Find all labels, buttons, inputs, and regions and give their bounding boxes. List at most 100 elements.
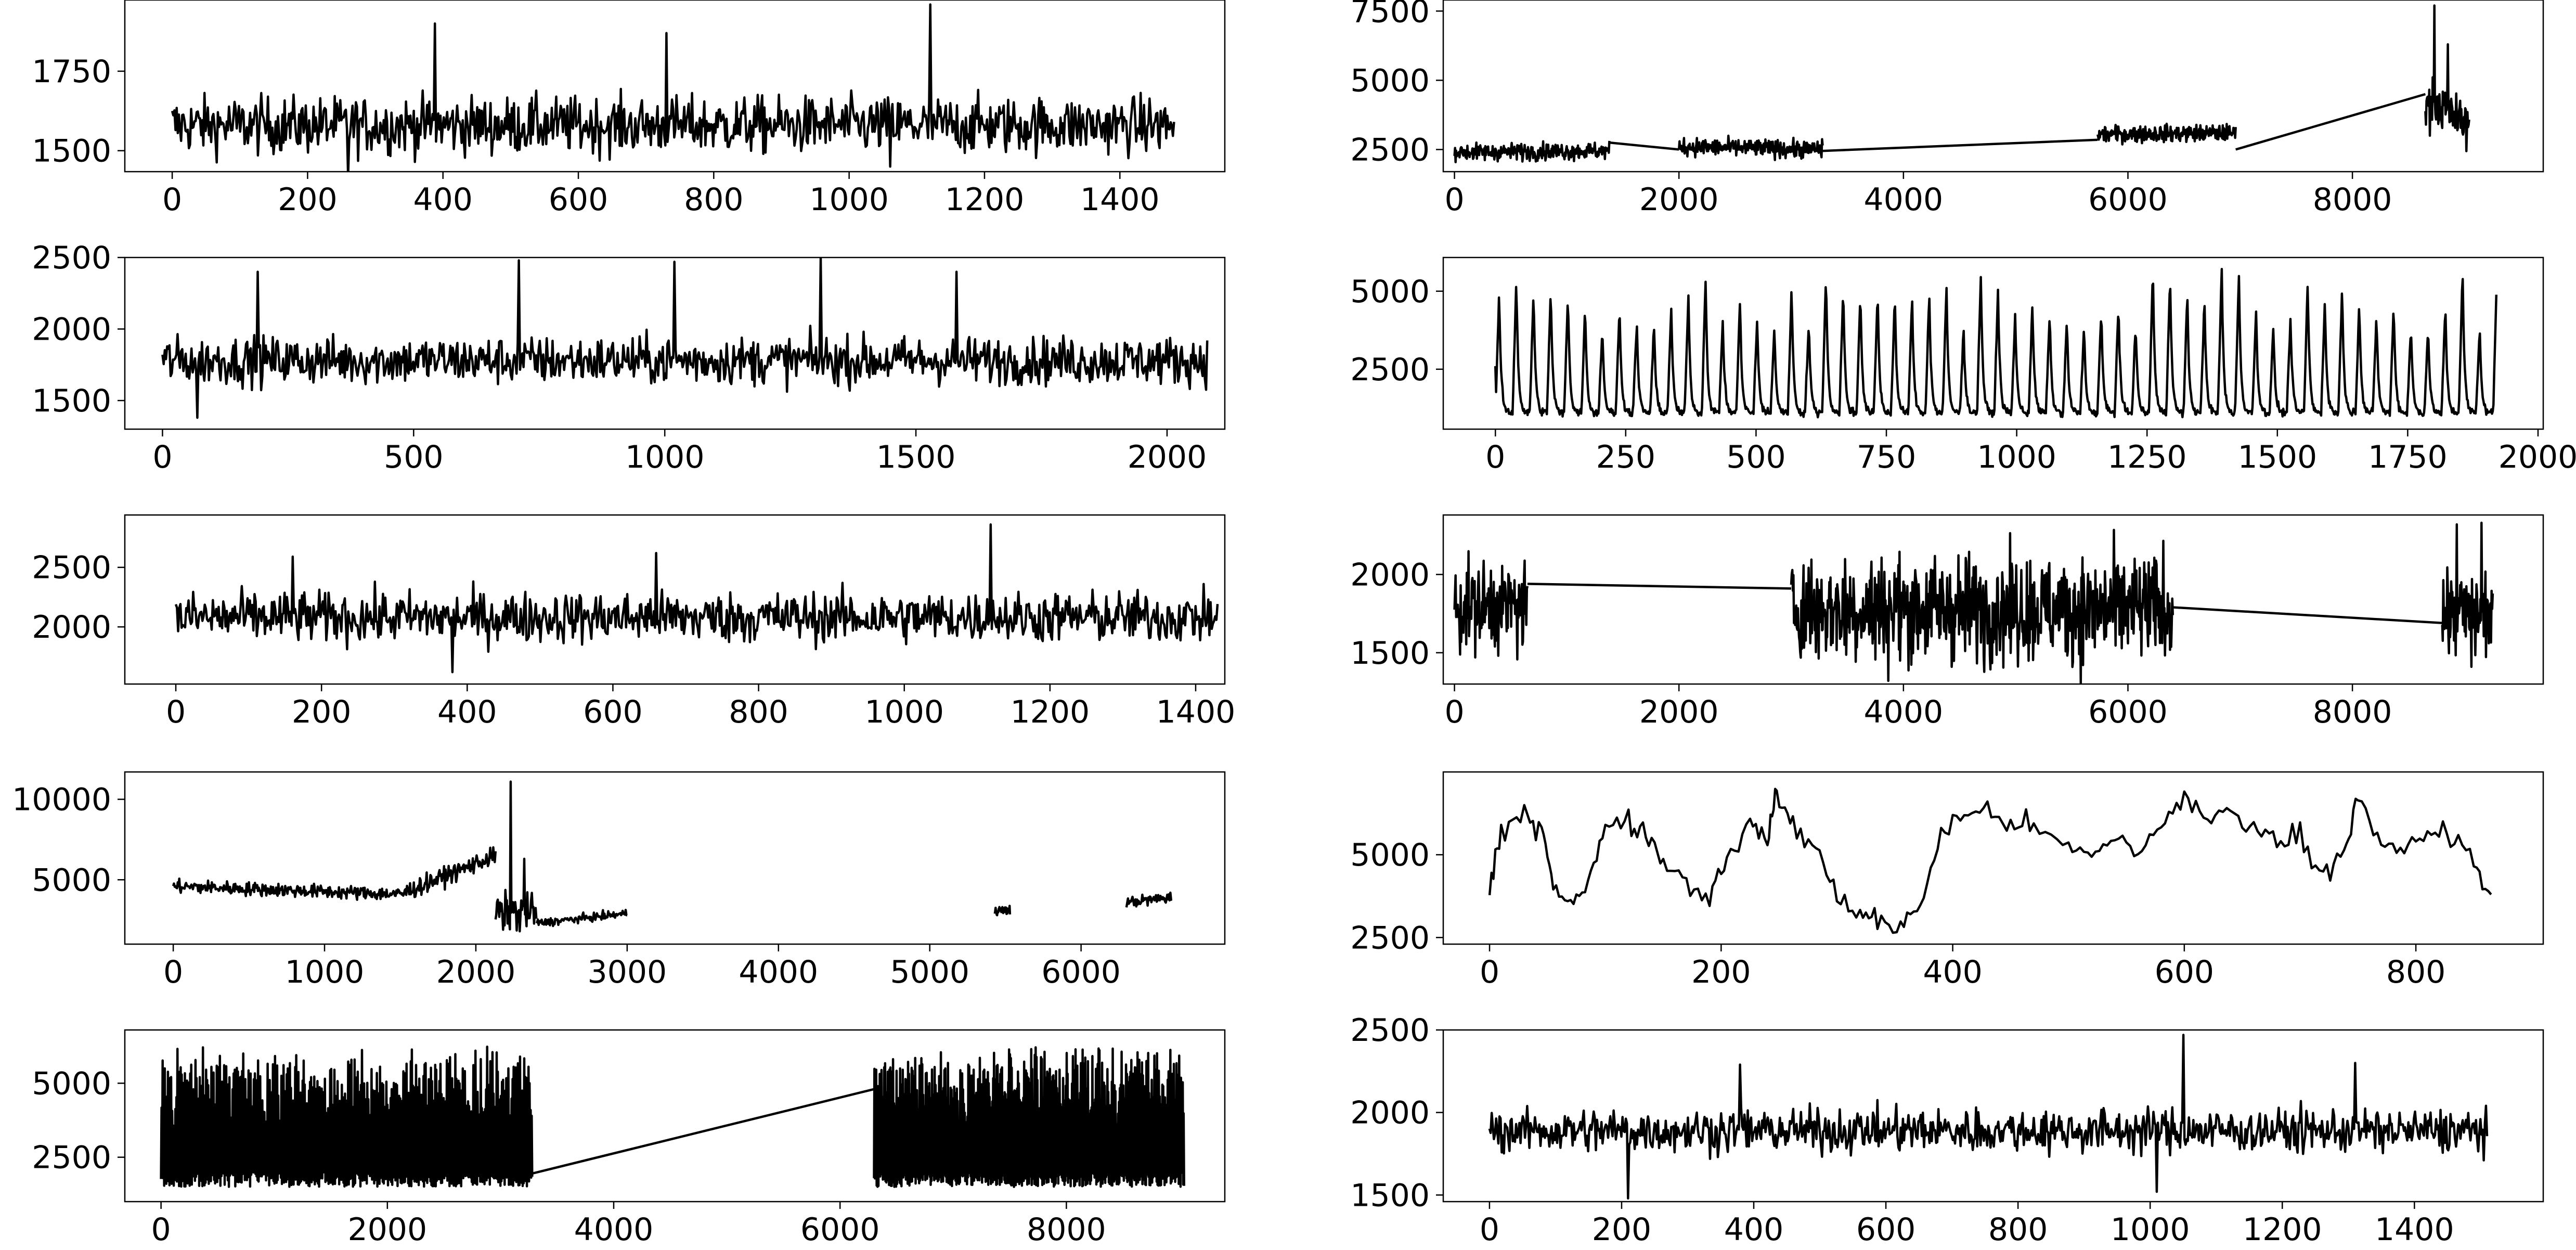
x-tick-label: 8000 (1027, 1212, 1106, 1248)
subplot-2: 0 500 1000 1500 2000 1500 2000 2500 (32, 240, 1226, 475)
x-tick-label: 4000 (574, 1212, 654, 1248)
series-line (1125, 891, 1173, 908)
series-line (2424, 4, 2470, 152)
y-tick-label: 2000 (1350, 557, 1430, 593)
subplot-1: 0 200 400 600 800 1000 1200 1400 1500 1750 (32, 0, 1226, 218)
x-tick-label: 200 (1592, 1212, 1652, 1248)
series-line (494, 780, 538, 933)
subplot-9: 0 200 400 600 800 2500 5000 (1350, 771, 2544, 990)
series-line (171, 3, 1175, 172)
y-tick-label: 5000 (1350, 274, 1430, 310)
x-tick-label: 0 (152, 439, 172, 475)
series-line (1453, 140, 1611, 163)
x-tick-label: 400 (413, 182, 473, 218)
axes-frame (124, 514, 1226, 685)
x-tick-label: 200 (1691, 954, 1751, 990)
series-line (1790, 529, 2174, 684)
x-tick-label: 1000 (864, 694, 944, 730)
x-tick-label: 800 (1988, 1212, 2048, 1248)
x-tick-label: 0 (151, 1212, 171, 1248)
x-tick-label: 2000 (347, 1212, 427, 1248)
series-line (1677, 134, 1824, 161)
x-tick-label: 750 (1857, 439, 1917, 475)
x-tick-label: 400 (1923, 954, 1983, 990)
x-tick-label: 1400 (1080, 182, 1160, 218)
axes-frame (1442, 256, 2544, 430)
series-group (172, 780, 1173, 933)
x-tick-label: 2000 (1128, 439, 1207, 475)
x-tick-label: 0 (1485, 439, 1505, 475)
y-tick-label: 2000 (32, 312, 111, 348)
y-tick-label: 5000 (1350, 837, 1430, 873)
y-tick-label: 1500 (32, 383, 111, 419)
axes-frame (124, 1029, 1226, 1203)
series-line (160, 1045, 534, 1188)
y-tick-label: 2000 (32, 609, 111, 646)
y-tick-label: 2500 (32, 1140, 111, 1176)
x-tick-label: 0 (1480, 1212, 1499, 1248)
y-tick-label: 2500 (1350, 132, 1430, 168)
series-line (1527, 583, 1792, 590)
x-tick-label: 200 (278, 182, 338, 218)
x-tick-label: 0 (162, 182, 182, 218)
x-tick-label: 1000 (809, 182, 889, 218)
y-tick-label: 2500 (32, 550, 111, 586)
x-tick-label: 400 (1724, 1212, 1784, 1248)
series-line (2096, 122, 2237, 146)
subplot-6: 0 2000 4000 6000 8000 2500 5000 7500 (1350, 0, 2544, 218)
x-tick-label: 600 (2155, 954, 2215, 990)
x-tick-label: 250 (1596, 439, 1656, 475)
x-tick-label: 0 (163, 954, 183, 990)
y-tick-label: 1500 (1350, 635, 1430, 672)
series-line (1494, 268, 2498, 419)
series-group (1453, 521, 2494, 684)
x-tick-label: 600 (549, 182, 609, 218)
x-tick-label: 400 (437, 694, 497, 730)
y-tick-label: 2500 (32, 240, 111, 276)
x-tick-label: 600 (583, 694, 643, 730)
x-tick-label: 1400 (2375, 1212, 2454, 1248)
x-tick-label: 0 (1444, 694, 1464, 730)
x-tick-label: 1400 (1156, 694, 1236, 730)
x-tick-label: 1200 (2243, 1212, 2322, 1248)
series-line (532, 1088, 875, 1175)
y-tick-label: 1500 (32, 133, 111, 170)
series-group (161, 257, 1209, 419)
series-group (160, 1045, 1185, 1188)
x-tick-label: 2000 (436, 954, 516, 990)
x-tick-label: 0 (166, 694, 186, 730)
x-tick-label: 1500 (2237, 439, 2317, 475)
y-tick-label: 1500 (1350, 1177, 1430, 1214)
subplot-8: 0 2000 4000 6000 8000 1500 2000 (1350, 514, 2544, 730)
series-line (1822, 138, 2098, 152)
series-line (1453, 550, 1529, 661)
axes-frame (1442, 1029, 2544, 1203)
subplot-10: 0 200 400 600 800 1000 1200 1400 1500 2000 2500 (1350, 1012, 2544, 1248)
y-tick-label: 7500 (1350, 0, 1430, 30)
x-tick-label: 5000 (890, 954, 969, 990)
x-tick-label: 6000 (800, 1212, 880, 1248)
axes-frame (124, 771, 1226, 945)
x-tick-label: 2000 (1639, 694, 1719, 730)
series-line (873, 1046, 1185, 1188)
x-tick-label: 1000 (2111, 1212, 2190, 1248)
axes-frame (124, 256, 1226, 430)
y-tick-label: 2000 (1350, 1095, 1430, 1131)
y-tick-label: 5000 (32, 1065, 111, 1102)
axes-frame (1442, 0, 2544, 173)
series-line (174, 523, 1219, 674)
x-tick-label: 1750 (2368, 439, 2448, 475)
x-tick-label: 1000 (625, 439, 705, 475)
series-line (1488, 788, 2492, 934)
x-tick-label: 4000 (1863, 182, 1943, 218)
axes-frame (124, 0, 1226, 173)
series-group (174, 523, 1219, 674)
x-tick-label: 1500 (876, 439, 956, 475)
axes-frame (1442, 514, 2544, 685)
subplot-7: 0 250 500 750 1000 1250 1500 1750 2000 2500 5000 (1350, 256, 2576, 475)
x-tick-label: 4000 (1863, 694, 1943, 730)
subplot-grid: 0 200 400 600 800 1000 1200 1400 1500 1750 0 500 100… (12, 0, 2576, 1248)
y-tick-label: 5000 (32, 862, 111, 898)
series-line (161, 257, 1209, 419)
